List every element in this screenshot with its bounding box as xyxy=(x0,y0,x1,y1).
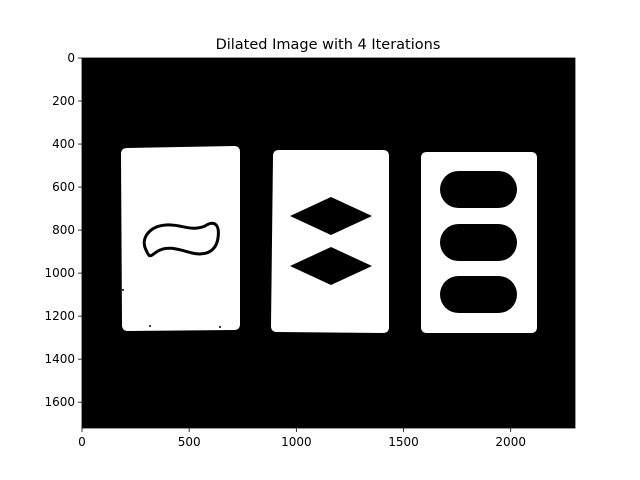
speck xyxy=(219,326,221,328)
y-axis: 0 200 400 600 800 1000 1200 1400 1600 xyxy=(44,51,82,409)
axes-frame xyxy=(81,57,576,429)
x-tick-label: 1000 xyxy=(281,435,312,449)
oval-symbol xyxy=(440,276,517,313)
x-tick-label: 2000 xyxy=(495,435,526,449)
squiggle-symbol xyxy=(142,221,220,258)
speck xyxy=(122,289,124,291)
y-tick-label: 800 xyxy=(52,223,75,237)
card-right-ovals xyxy=(421,152,537,333)
y-tick-label: 400 xyxy=(52,137,75,151)
x-tick-label: 0 xyxy=(78,435,86,449)
diamond-symbol xyxy=(290,247,372,285)
oval-symbol xyxy=(440,171,517,208)
y-tick-label: 200 xyxy=(52,94,75,108)
y-tick-label: 1400 xyxy=(44,352,75,366)
diamond-symbol xyxy=(290,197,372,235)
x-tick-label: 1500 xyxy=(388,435,419,449)
card-shape xyxy=(271,150,389,333)
chart-title: Dilated Image with 4 Iterations xyxy=(216,37,441,53)
card-left-squiggle xyxy=(121,146,240,331)
y-tick-label: 1000 xyxy=(44,266,75,280)
dilated-image xyxy=(82,58,575,428)
card-middle-diamonds xyxy=(271,150,389,333)
oval-symbol xyxy=(440,224,517,261)
y-tick-label: 600 xyxy=(52,180,75,194)
x-tick-label: 500 xyxy=(178,435,201,449)
y-tick-label: 1600 xyxy=(44,395,75,409)
speck xyxy=(149,325,151,327)
y-tick-label: 1200 xyxy=(44,309,75,323)
card-shape xyxy=(121,146,240,331)
x-axis: 0 500 1000 1500 2000 xyxy=(78,428,526,449)
y-tick-label: 0 xyxy=(67,51,75,65)
